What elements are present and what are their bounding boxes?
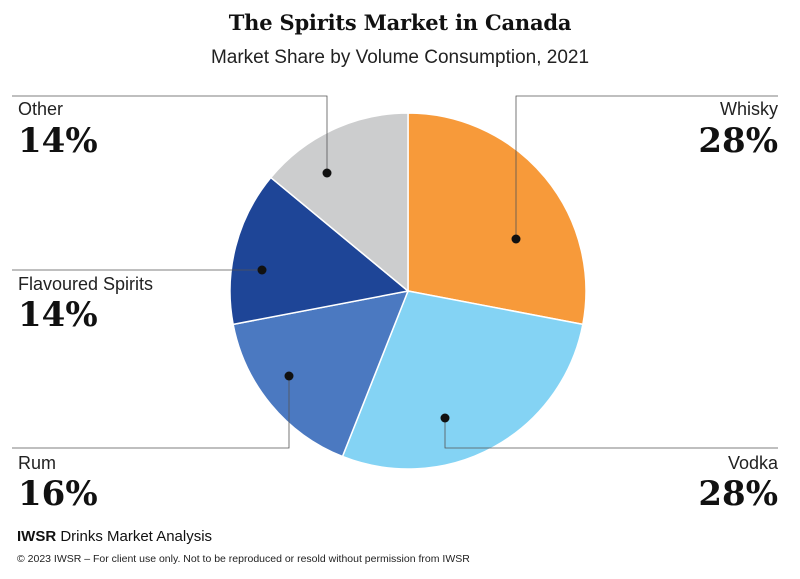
slice-value-vodka: 28% — [698, 474, 778, 514]
pie-slice-flavoured-spirits — [229, 176, 410, 326]
leader-line-vodka — [444, 418, 778, 449]
slice-label-whisky: Whisky — [720, 99, 778, 119]
footer-copyright: © 2023 IWSR – For client use only. Not t… — [17, 553, 470, 565]
slice-value-other: 14% — [18, 121, 98, 161]
leader-line-whisky — [515, 95, 778, 239]
leader-dot-whisky — [511, 234, 521, 244]
leader-dot-flavoured-spirits — [257, 265, 267, 275]
slice-label-rum: Rum — [18, 453, 57, 473]
chart-title: The Spirits Market in Canada — [228, 10, 572, 35]
leader-dot-vodka — [440, 413, 450, 423]
footer-brand-text: Drinks Market Analysis — [56, 528, 213, 545]
pie-slice-vodka — [341, 290, 584, 470]
leader-line-other — [12, 95, 328, 173]
footer-brand-bold: IWSR — [17, 528, 57, 545]
pie-slice-rum — [232, 290, 410, 458]
footer-brand: IWSR Drinks Market Analysis — [17, 528, 212, 545]
pie-slice-other — [269, 112, 409, 293]
slice-label-other: Other — [18, 99, 64, 119]
leader-dot-rum — [284, 371, 294, 381]
chart-subtitle: Market Share by Volume Consumption, 2021 — [210, 47, 590, 68]
slice-value-whisky: 28% — [698, 121, 778, 161]
slice-value-flavoured-spirits: 14% — [18, 295, 98, 335]
leader-line-rum — [12, 376, 290, 449]
slice-value-rum: 16% — [18, 474, 98, 514]
pie-slice-whisky — [407, 112, 587, 326]
slice-label-vodka: Vodka — [727, 453, 778, 473]
slice-label-flavoured-spirits: Flavoured Spirits — [18, 274, 154, 294]
leader-dot-other — [322, 168, 332, 178]
